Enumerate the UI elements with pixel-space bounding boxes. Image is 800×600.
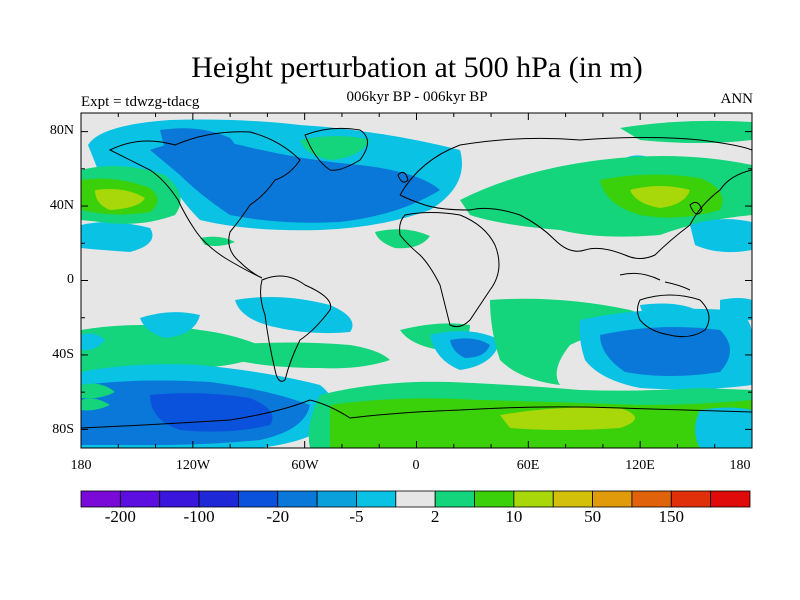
colorbar-box [434,490,475,508]
y-tick-label: 40S [52,347,74,362]
colorbar-label: 50 [584,507,602,526]
colorbar-box [474,490,515,508]
contour-pos-50-npac [95,189,145,210]
colorbar-box [277,490,318,508]
contour-pos-50-antarctic [500,407,635,430]
x-tick-label: 120E [625,458,655,473]
coastline-japan [689,201,703,215]
colorbar-box [710,490,751,508]
colorbar-label: -100 [183,507,215,526]
x-tick-label: 180 [729,458,751,473]
y-tick-label: 80S [52,422,74,437]
colorbar-label: 10 [505,507,523,526]
colorbar-box [552,490,593,508]
contour-fill-layer [81,119,752,448]
x-tick-label: 180 [70,458,92,473]
experiment-label: Expt = tdwzg-tdacg [81,94,200,110]
contour-neg-5-spac [140,312,200,338]
contour-pos-2-arctic [300,136,370,160]
plot-subtitle: 006kyr BP - 006kyr BP [346,89,488,105]
colorbar-box [316,490,357,508]
contour-neg-20-sio [600,326,730,376]
contour-neg-5-npac-east [81,333,105,351]
colorbar-label: 2 [430,507,440,526]
contour-neg-20-satl [450,338,490,358]
colorbar-box [592,490,633,508]
coastline-australia [637,294,710,338]
colorbar-label: -5 [349,507,364,526]
coastline-north-america [108,131,301,279]
y-tick-label: 40N [49,198,74,213]
contour-neg-5-aus-east [720,298,752,321]
y-tick-label: 0 [67,272,74,287]
x-tick-label: 60E [516,458,540,473]
coastline-layer [81,127,752,429]
colorbar-box [395,490,436,508]
contour-pos-2-caribbean [200,236,235,246]
coastline-indonesia [619,272,691,291]
colorbar-box [513,490,554,508]
contour-neg-5-pacific-east [81,222,153,252]
colorbar-box [198,490,239,508]
colorbar-label: -200 [104,507,136,526]
colorbar-box [670,490,712,508]
colorbar-label: 150 [658,507,685,526]
contour-neg-5-seast-pac [235,296,353,334]
colorbar-box [80,490,121,508]
contour-pos-2-so-east [81,398,110,411]
coastline-antarctica [81,399,752,429]
coastline-africa [399,212,500,328]
x-tick-label: 0 [412,458,420,473]
contour-neg-5-so-west [81,383,115,399]
season-label: ANN [720,91,754,107]
y-tick-label: 80N [49,123,74,138]
x-tick-label: 120W [175,458,211,473]
contour-neg-5-npac-west [690,219,752,253]
colorbar-label: -20 [266,507,290,526]
coastline-south-america [260,275,332,382]
coastline-uk [397,171,409,183]
contour-neg-100-so [150,393,273,432]
x-tick-label: 60W [291,458,319,473]
colorbar [80,490,751,508]
colorbar-box [238,490,279,508]
coastline-greenland [304,127,368,171]
contour-neg-5-ross [695,407,752,448]
colorbar-box [356,490,397,508]
colorbar-box [159,490,200,508]
contour-pos-2-sam [225,342,390,369]
contour-neg-20-canada [160,128,238,176]
colorbar-box [631,490,672,508]
contour-neg-5-aus [640,303,700,325]
axis-ticks [80,113,753,448]
colorbar-box [119,490,161,508]
contour-pos-50-eurasia [630,186,690,208]
plot-title: Height perturbation at 500 hPa (in m) [191,51,643,84]
